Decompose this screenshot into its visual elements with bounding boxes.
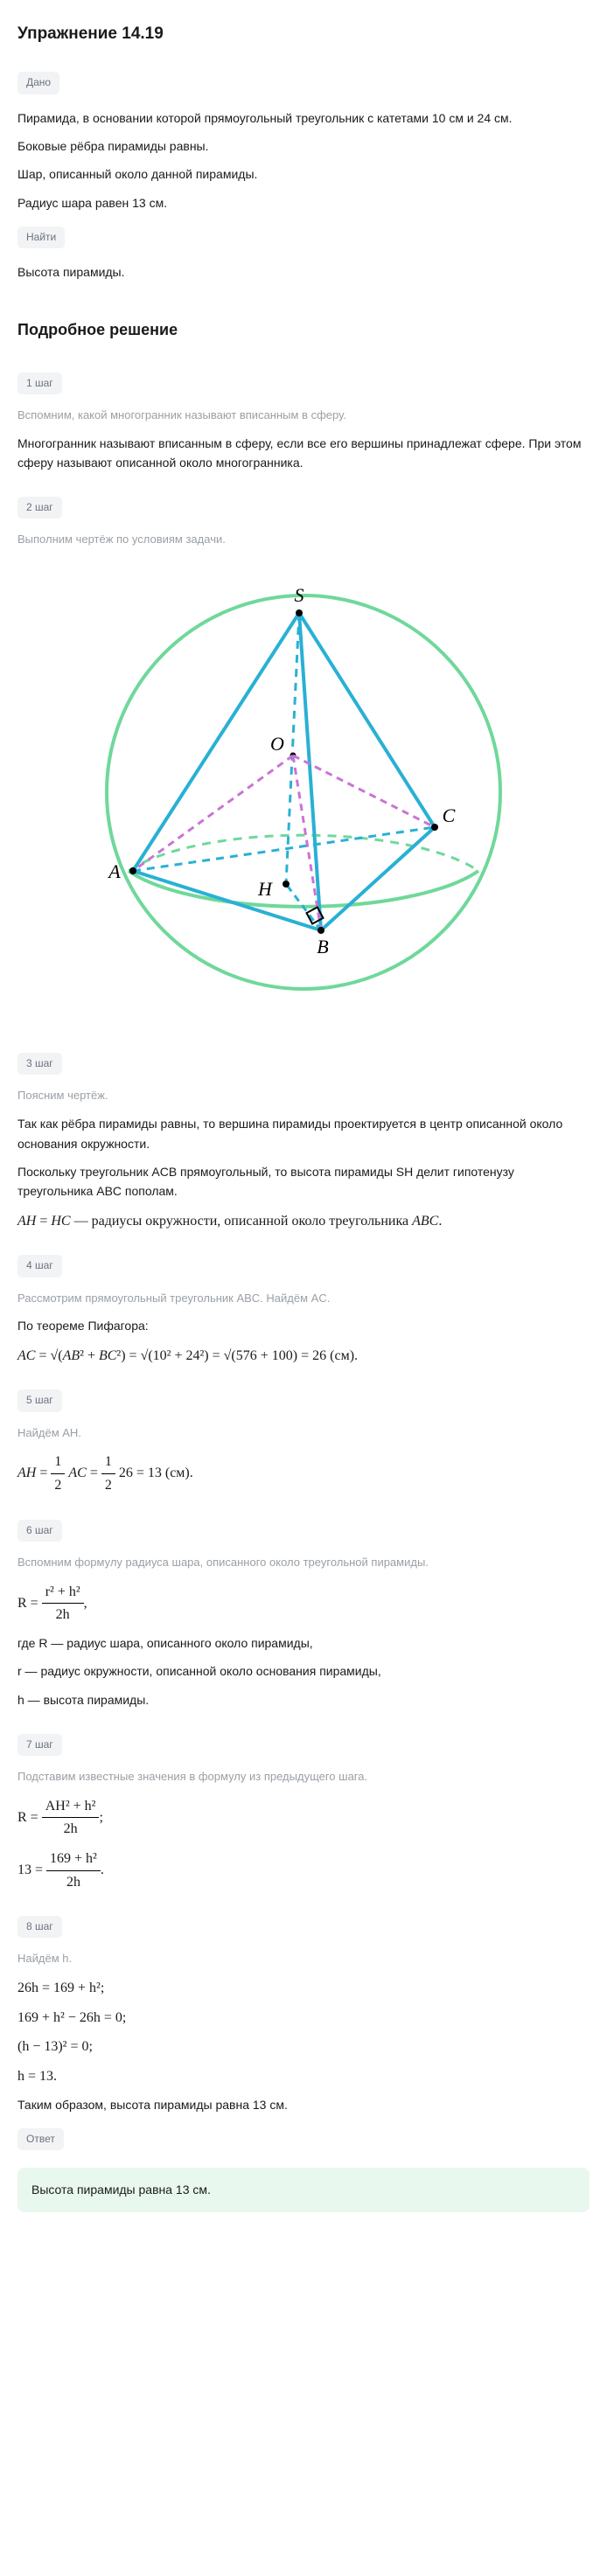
step-para: По теореме Пифагора:: [17, 1316, 590, 1335]
step-muted: Рассмотрим прямоугольный треугольник ABC…: [17, 1290, 590, 1308]
step-eq: AC = √(AB² + BC²) = √(10² + 24²) = √(576…: [17, 1345, 590, 1368]
pyramid-sphere-diagram: S A B C H O: [76, 565, 531, 1002]
solution-heading: Подробное решение: [17, 317, 590, 343]
step-chip: 2 шаг: [17, 497, 62, 519]
label-b: B: [317, 936, 328, 957]
step-eq: 13 = 169 + h²2h.: [17, 1848, 590, 1893]
find-line: Высота пирамиды.: [17, 262, 590, 282]
answer-chip: Ответ: [17, 2128, 64, 2150]
step-chip: 7 шаг: [17, 1734, 62, 1756]
label-h: H: [257, 878, 273, 900]
label-o: O: [270, 733, 284, 755]
given-line: Боковые рёбра пирамиды равны.: [17, 136, 590, 156]
step-chip: 3 шаг: [17, 1053, 62, 1075]
step-eq: R = r² + h²2h,: [17, 1581, 590, 1626]
step-muted: Выполним чертёж по условиям задачи.: [17, 531, 590, 549]
step-muted: Вспомним, какой многогранник называют вп…: [17, 407, 590, 425]
step-eq: (h − 13)² = 0;: [17, 2036, 590, 2058]
step-eq: AH = HC — радиусы окружности, описанной …: [17, 1210, 590, 1233]
step-para: Многогранник называют вписанным в сферу,…: [17, 434, 590, 473]
label-c: C: [443, 804, 456, 826]
label-s: S: [295, 584, 304, 606]
step-chip: 8 шаг: [17, 1916, 62, 1938]
step-muted: Найдём h.: [17, 1950, 590, 1968]
step-para: h — высота пирамиды.: [17, 1690, 590, 1709]
step-para: Таким образом, высота пирамиды равна 13 …: [17, 2095, 590, 2114]
given-line: Радиус шара равен 13 см.: [17, 193, 590, 212]
step-muted: Вспомним формулу радиуса шара, описанног…: [17, 1554, 590, 1572]
step-chip: 5 шаг: [17, 1389, 62, 1411]
step-para: Так как рёбра пирамиды равны, то вершина…: [17, 1114, 590, 1153]
answer-box: Высота пирамиды равна 13 см.: [17, 2168, 590, 2211]
step-eq: h = 13.: [17, 2065, 590, 2088]
step-muted: Подставим известные значения в формулу и…: [17, 1768, 590, 1786]
step-eq: AH = 12 AC = 12 26 = 13 (см).: [17, 1451, 590, 1496]
answer-text: Высота пирамиды равна 13 см.: [31, 2183, 211, 2197]
given-line: Шар, описанный около данной пирамиды.: [17, 164, 590, 184]
step-eq: 26h = 169 + h²;: [17, 1977, 590, 2000]
step-muted: Найдём AH.: [17, 1424, 590, 1443]
given-line: Пирамида, в основании которой прямоуголь…: [17, 108, 590, 128]
step-para: Поскольку треугольник ACB прямоугольный,…: [17, 1162, 590, 1201]
step-para: r — радиус окружности, описанной около о…: [17, 1661, 590, 1681]
step-eq: 169 + h² − 26h = 0;: [17, 2007, 590, 2029]
page-title: Упражнение 14.19: [17, 21, 590, 47]
step-chip: 1 шаг: [17, 372, 62, 394]
find-chip: Найти: [17, 226, 65, 248]
step-para: где R — радиус шара, описанного около пи…: [17, 1633, 590, 1653]
step-eq: R = AH² + h²2h;: [17, 1795, 590, 1841]
step-chip: 6 шаг: [17, 1520, 62, 1542]
label-a: A: [107, 860, 121, 882]
step-muted: Поясним чертёж.: [17, 1087, 590, 1105]
step-chip: 4 шаг: [17, 1255, 62, 1277]
given-chip: Дано: [17, 72, 59, 94]
